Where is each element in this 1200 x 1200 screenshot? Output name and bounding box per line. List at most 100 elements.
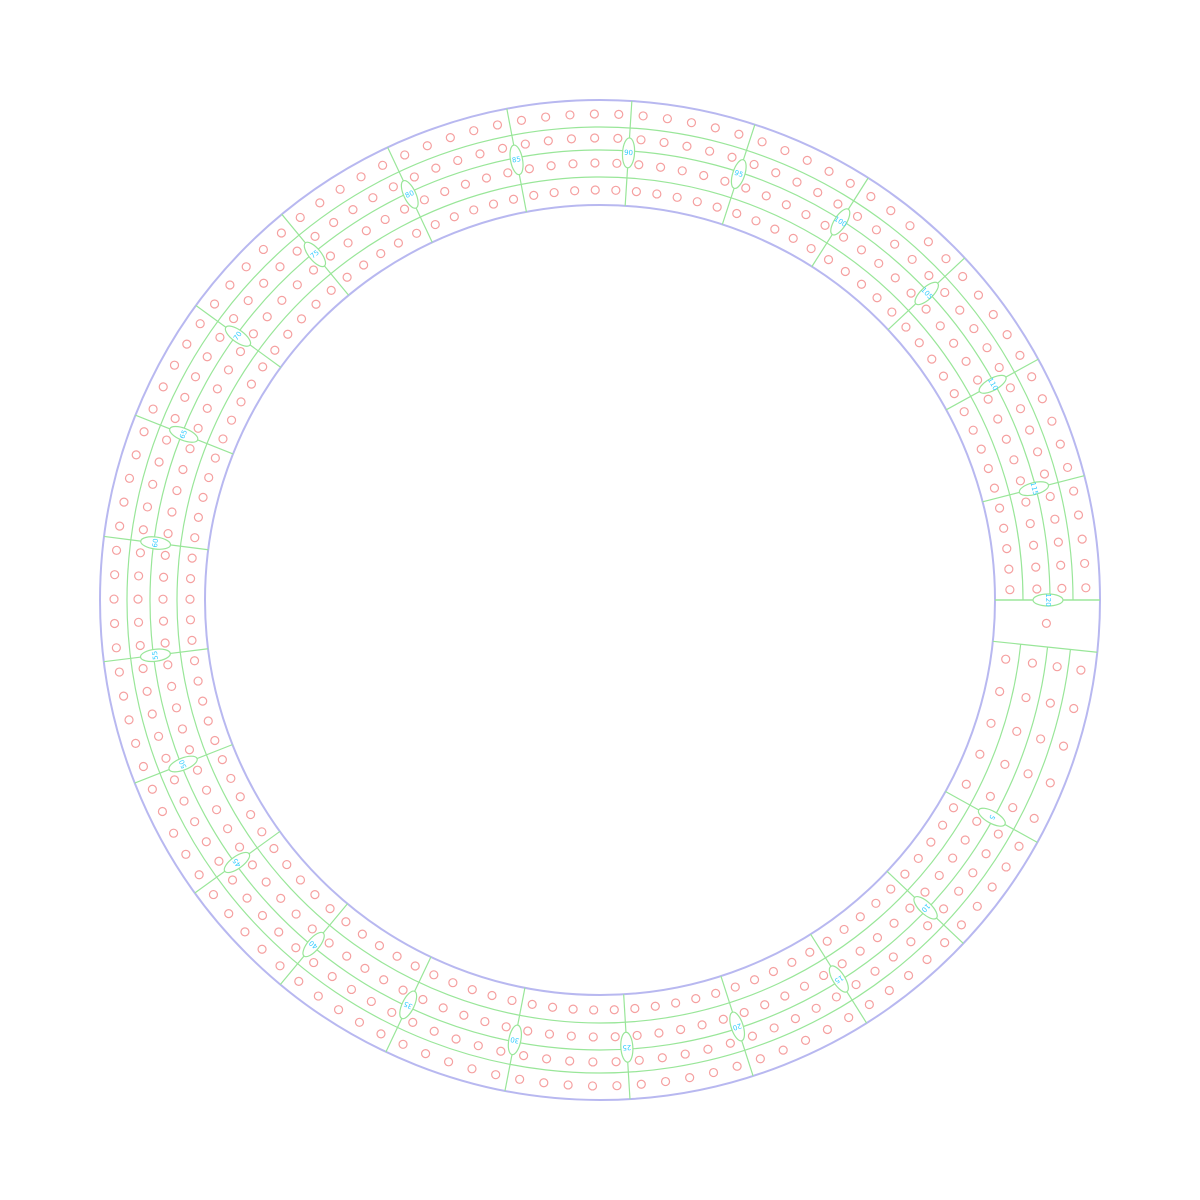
peg-hole [634, 1055, 644, 1065]
peg-hole [295, 875, 306, 885]
peg-hole [960, 835, 970, 845]
peg-hole [568, 1004, 578, 1014]
peg-hole [871, 898, 881, 908]
peg-hole [333, 1005, 344, 1015]
peg-hole [565, 110, 575, 120]
peg-hole [787, 957, 797, 967]
peg-hole [275, 961, 285, 971]
label-badge [224, 325, 252, 347]
peg-hole [921, 304, 931, 314]
peg-hole [198, 492, 208, 502]
peg-hole [769, 1023, 779, 1033]
peg-hole [138, 761, 149, 772]
peg-hole [590, 185, 600, 195]
label-badge [507, 1024, 522, 1056]
label-badge [914, 281, 940, 306]
peg-hole [685, 1073, 695, 1083]
peg-hole [654, 1028, 664, 1038]
peg-hole [855, 946, 865, 956]
peg-hole [109, 594, 119, 604]
peg-hole [968, 868, 978, 878]
peg-hole [813, 187, 823, 198]
peg-hole [958, 271, 968, 282]
peg-hole [888, 952, 898, 962]
peg-hole [198, 696, 208, 706]
peg-hole [611, 1057, 621, 1067]
peg-hole [906, 937, 916, 947]
peg-hole [613, 133, 623, 143]
peg-hole [1009, 455, 1019, 465]
peg-hole [927, 354, 937, 364]
peg-hole [135, 548, 146, 558]
peg-hole [115, 521, 125, 531]
peg-hole [955, 305, 965, 315]
peg-hole [235, 792, 245, 802]
peg-hole [923, 237, 933, 247]
peg-hole [612, 1081, 622, 1091]
peg-hole [335, 184, 345, 194]
peg-hole [187, 635, 197, 645]
peg-hole [503, 168, 513, 178]
peg-hole [954, 886, 964, 896]
peg-hole [422, 141, 432, 151]
peg-hole [588, 1057, 598, 1067]
hole-label: 5 [987, 813, 996, 821]
peg-hole [148, 404, 158, 414]
peg-hole [469, 205, 479, 215]
peg-hole [357, 929, 367, 939]
peg-hole [1023, 769, 1033, 779]
peg-hole [190, 817, 200, 827]
peg-hole [866, 191, 876, 202]
peg-hole [342, 272, 352, 282]
peg-hole [778, 1045, 788, 1055]
peg-hole [655, 162, 666, 172]
peg-hole [114, 667, 124, 677]
peg-hole [659, 137, 669, 148]
peg-hole [961, 779, 971, 789]
peg-hole [886, 884, 896, 894]
peg-hole [993, 829, 1003, 839]
peg-hole [431, 163, 441, 173]
peg-hole [258, 362, 268, 372]
peg-hole [589, 109, 599, 119]
peg-hole [519, 1051, 529, 1061]
peg-hole [630, 1003, 640, 1014]
peg-hole [1032, 584, 1042, 594]
peg-hole [507, 995, 517, 1006]
peg-hole [274, 927, 284, 937]
peg-hole [1050, 514, 1060, 524]
peg-hole [1015, 404, 1026, 414]
peg-hole [1024, 425, 1035, 435]
peg-hole [346, 984, 357, 995]
peg-hole [360, 963, 370, 973]
peg-hole [210, 735, 220, 746]
peg-hole [565, 1056, 575, 1066]
peg-hole [1005, 585, 1015, 595]
peg-hole [587, 1081, 598, 1091]
peg-hole [315, 198, 325, 208]
peg-hole [167, 507, 177, 517]
peg-hole [1045, 698, 1055, 708]
peg-hole [1076, 665, 1086, 675]
peg-hole [291, 909, 301, 919]
peg-hole [225, 280, 235, 290]
peg-hole [711, 988, 721, 998]
peg-hole [161, 435, 172, 445]
peg-hole [539, 1078, 549, 1088]
label-badge [828, 965, 849, 993]
peg-hole [257, 827, 267, 837]
peg-hole [761, 191, 771, 201]
peg-hole [940, 287, 950, 298]
hole-label: 120 [1044, 593, 1052, 606]
peg-hole [652, 189, 662, 199]
peg-hole [226, 773, 236, 784]
peg-hole [242, 893, 252, 903]
peg-hole [157, 806, 168, 817]
peg-hole [924, 270, 934, 281]
peg-hole [1053, 537, 1063, 547]
label-badge [302, 931, 325, 958]
peg-hole [1015, 350, 1025, 360]
peg-hole [1039, 469, 1050, 479]
peg-hole [636, 1079, 646, 1089]
label-badge [978, 374, 1007, 394]
